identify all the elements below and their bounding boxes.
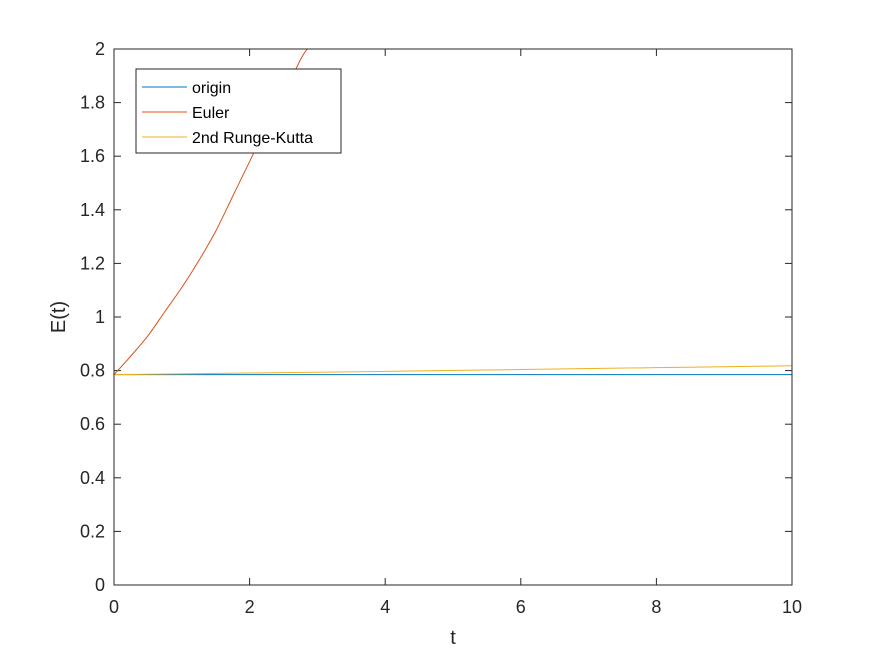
x-axis-label: t	[450, 627, 456, 649]
legend-box	[135, 68, 342, 154]
y-tick-label: 1	[95, 307, 105, 327]
y-axis-label: E(t)	[48, 301, 70, 333]
y-tick-label: 1.8	[80, 93, 105, 113]
series-line-2nd-runge-kutta	[114, 365, 792, 376]
x-tick-label: 2	[245, 597, 255, 617]
y-tick-label: 0	[95, 575, 105, 595]
y-tick-label: 1.4	[80, 200, 105, 220]
legend: origin Euler 2nd Runge-Kutta	[135, 68, 342, 154]
x-tick-label: 8	[651, 597, 661, 617]
y-tick-label: 0.4	[80, 468, 105, 488]
y-tick-label: 0.6	[80, 414, 105, 434]
legend-label-2nd-runge-kutta: 2nd Runge-Kutta	[192, 130, 313, 147]
y-tick-label: 1.6	[80, 146, 105, 166]
x-tick-label: 4	[380, 597, 390, 617]
x-tick-label: 10	[782, 597, 802, 617]
y-tick-label: 0.8	[80, 361, 105, 381]
y-tick-label: 0.2	[80, 521, 105, 541]
legend-label-euler: Euler	[192, 105, 230, 122]
y-tick-label: 1.2	[80, 253, 105, 273]
axes-frame	[113, 48, 793, 586]
y-tick-label: 2	[95, 39, 105, 59]
x-tick-label: 0	[109, 597, 119, 617]
x-tick-label: 6	[516, 597, 526, 617]
legend-label-origin: origin	[192, 80, 231, 97]
